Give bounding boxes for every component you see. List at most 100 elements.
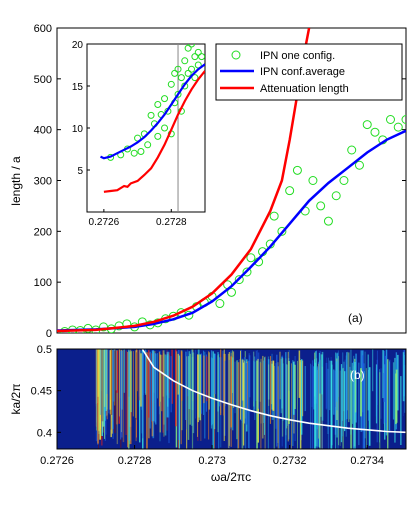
heatmap-streak [260,363,262,449]
heatmap-streak [279,365,280,449]
panel-a-label: (a) [348,311,363,325]
heatmap-streak [316,350,317,404]
heatmap-streak [218,357,221,407]
heatmap-streak [354,362,356,449]
inset-scatter-point [167,80,175,88]
inset-ytick-label: 10 [72,124,84,135]
inset-scatter [107,44,205,161]
heatmap-streak [311,365,313,408]
heatmap-streak [342,352,344,437]
dispersion-curve [141,349,406,434]
heatmap-streak [237,362,240,449]
heatmap-streak [314,359,316,449]
scatter-point [354,160,364,170]
legend-label-scatter: IPN one config. [260,50,335,62]
heatmap-streak [316,368,318,449]
panel-b-heatmap [95,349,406,449]
inset-scatter-point [177,74,185,82]
heatmap-streak [236,360,238,440]
heatmap-streak [171,349,173,404]
heatmap-streak [186,351,188,430]
heatmap-streak [123,349,126,393]
scatter-point [308,176,318,185]
scatter-point [316,201,326,211]
heatmap-streak [158,351,160,407]
heatmap-streak [346,352,348,420]
heatmap-streak [252,352,254,402]
heatmap-streak [333,369,335,415]
heatmap-streak [175,349,177,427]
heatmap-streak [285,352,287,449]
heatmap-streak [319,360,321,449]
heatmap-streak [152,350,155,439]
heatmap-streak [157,353,158,399]
heatmap-streak [206,356,208,402]
heatmap-streak [217,355,219,433]
heatmap-streak [302,360,304,417]
heatmap-streak [135,350,137,418]
scatter-point [331,191,341,201]
inset-ytick-label: 15 [72,82,84,93]
inset-scatter-point [174,90,182,98]
heatmap-streak [267,359,270,400]
heatmap-streak [269,356,272,424]
heatmap-streak [339,370,341,446]
inset-xtick-label: 0.2728 [156,217,187,228]
heatmap-streak [161,354,163,412]
heatmap-streak [291,363,292,449]
heatmap-streak [364,351,366,439]
heatmap-streak [208,352,211,410]
heatmap-streak [404,355,405,402]
heatmap-streak [120,350,122,440]
heatmap-streak [275,363,278,429]
heatmap-streak [127,351,129,448]
heatmap-streak [128,351,130,397]
panel-a-ytick-label: 200 [34,226,52,238]
heatmap-streak [240,349,242,421]
heatmap-streak [122,349,125,443]
scatter-point [242,267,252,277]
heatmap-streak [397,354,399,411]
heatmap-streak [195,349,197,419]
inset-scatter-point [161,124,169,132]
heatmap-streak [98,349,100,434]
panel-b-ytick-label: 0.45 [31,386,52,398]
heatmap-streak [344,371,346,432]
heatmap-streak [281,355,283,447]
heatmap-streak [337,352,339,449]
heatmap-streak [151,350,153,422]
heatmap-streak [380,368,382,419]
heatmap-streak [170,356,172,413]
scatter-point [339,176,349,185]
heatmap-streak [298,350,301,398]
heatmap-streak [211,350,213,426]
heatmap-streak [200,358,202,441]
panel-b-xlabel: ωa/2πc [211,470,251,484]
heatmap-streak [349,366,351,420]
heatmap-streak [392,362,395,420]
panel-b-ticks: 0.2726 0.2728 0.273 0.2732 0.2734 0.4 0.45 0.5 [31,344,384,467]
panel-b-xtick-label: 0.2732 [273,455,307,467]
heatmap-streak [264,356,266,449]
heatmap-streak [186,356,188,449]
heatmap-streak [362,363,365,449]
heatmap-streak [232,357,234,431]
heatmap-streak [112,349,114,429]
heatmap-streak [234,361,236,414]
heatmap-streak [109,350,112,410]
scatter-point [215,299,225,309]
heatmap-streak [179,355,181,449]
heatmap-streak [351,362,354,424]
heatmap-streak [128,350,130,449]
heatmap-streak [288,361,290,424]
heatmap-streak [294,364,296,409]
heatmap-streak [242,358,244,424]
heatmap-streak [95,349,97,404]
heatmap-streak [383,373,384,424]
scatter-point [227,287,236,297]
heatmap-streak [281,358,284,437]
scatter-point [323,216,333,226]
heatmap-streak [214,353,216,395]
heatmap-streak [304,366,306,412]
